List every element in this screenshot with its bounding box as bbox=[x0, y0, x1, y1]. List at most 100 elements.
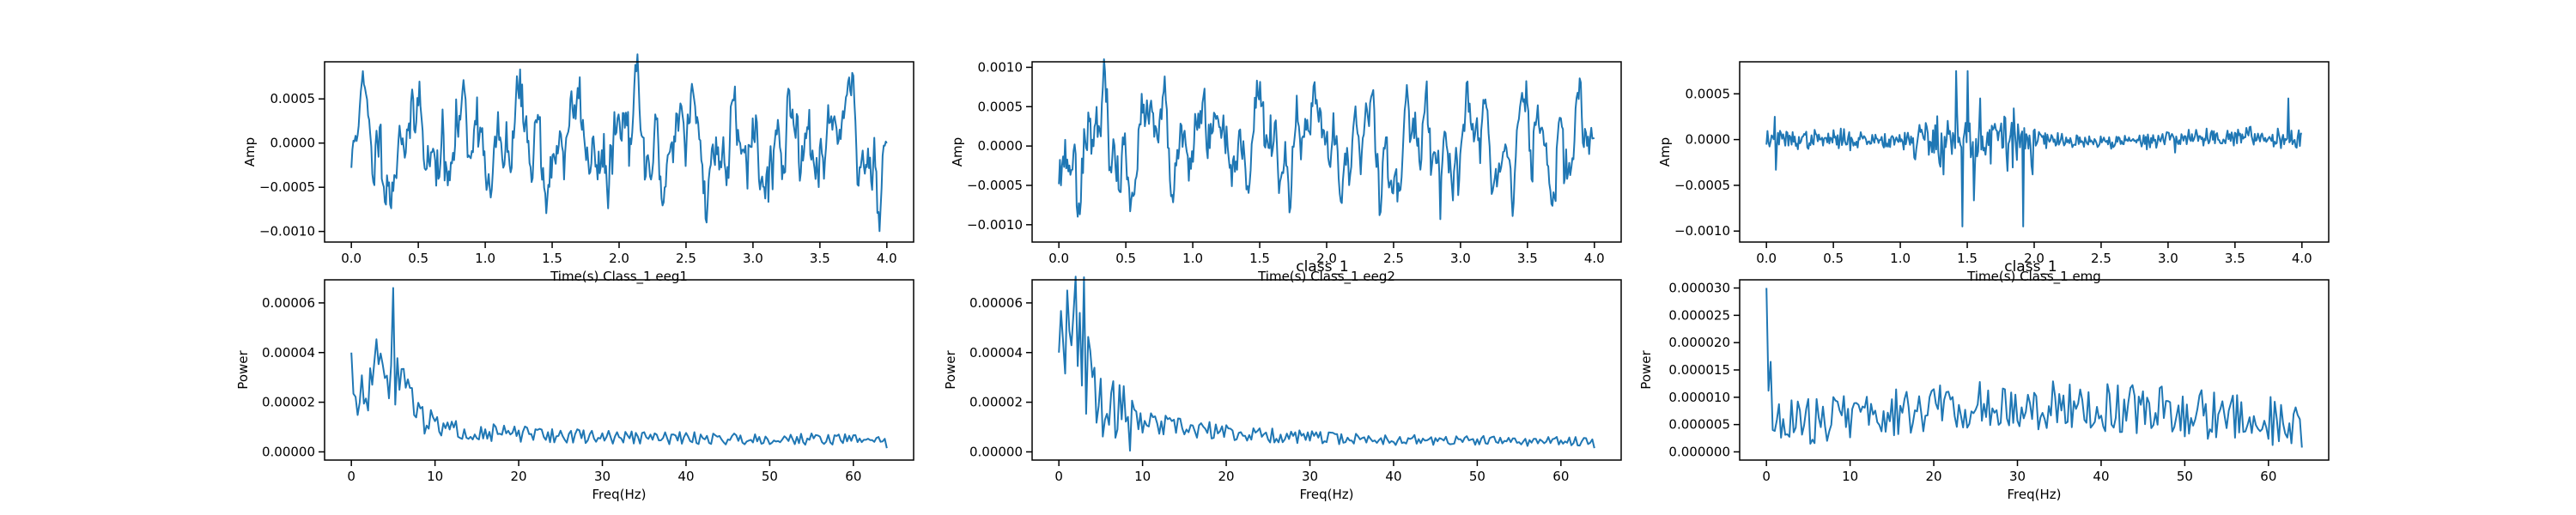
x-tick-label: 20 bbox=[1926, 469, 1942, 484]
subplot-6: 0 10 20 30 40 50 60 0.000000 0.000005 0.000010 0.0… bbox=[1638, 279, 2330, 502]
y-tick-label: 0.00006 bbox=[969, 295, 1023, 311]
y-tick-label: 0.00006 bbox=[262, 295, 315, 311]
x-tick-label: 30 bbox=[2009, 469, 2026, 484]
y-tick-label: 0.00002 bbox=[262, 395, 315, 410]
x-tick-label: 40 bbox=[1385, 469, 1401, 484]
y-tick-label: −0.0010 bbox=[1674, 223, 1730, 239]
subplot-2: 0.0 0.5 1.0 1.5 2.0 2.5 3.0 3.5 4.0 −0.0010 −0.000… bbox=[950, 58, 1622, 285]
x-tick-label: 60 bbox=[2260, 469, 2276, 484]
x-tick-label: 10 bbox=[1842, 469, 1858, 484]
x-tick-label: 4.0 bbox=[877, 251, 897, 266]
y-tick-label: −0.0010 bbox=[259, 224, 315, 239]
y-tick-label: −0.0010 bbox=[967, 217, 1023, 233]
x-tick-label: 40 bbox=[2093, 469, 2109, 484]
x-tick-label: 1.0 bbox=[1890, 251, 1911, 266]
axes-frame bbox=[324, 279, 914, 461]
x-tick-label: 4.0 bbox=[2292, 251, 2312, 266]
series-line bbox=[1765, 70, 2302, 227]
y-tick-label: 0.0000 bbox=[270, 136, 316, 151]
x-tick-label: 20 bbox=[511, 469, 527, 484]
y-axis-label: Power bbox=[943, 349, 958, 389]
y-tick-label: 0.00000 bbox=[969, 444, 1023, 459]
x-tick-label: 0.5 bbox=[408, 251, 428, 266]
x-tick-label: 3.5 bbox=[2225, 251, 2245, 266]
series-line bbox=[350, 287, 888, 449]
y-tick-label: −0.0005 bbox=[1674, 178, 1730, 193]
x-tick-label: 1.0 bbox=[1182, 251, 1203, 266]
x-tick-label: 50 bbox=[2177, 469, 2193, 484]
y-tick-label: 0.0010 bbox=[978, 59, 1024, 75]
y-tick-label: 0.000000 bbox=[1668, 444, 1730, 459]
y-tick-label: −0.0005 bbox=[259, 179, 315, 195]
x-tick-label: 0.5 bbox=[1823, 251, 1844, 266]
y-tick-label: 0.000025 bbox=[1668, 307, 1730, 323]
x-tick-label: 2.5 bbox=[1383, 251, 1404, 266]
x-tick-label: 0.5 bbox=[1115, 251, 1136, 266]
x-tick-label: 1.5 bbox=[542, 251, 562, 266]
x-tick-label: 20 bbox=[1218, 469, 1235, 484]
y-tick-label: 0.000020 bbox=[1668, 335, 1730, 350]
x-tick-label: 60 bbox=[1552, 469, 1569, 484]
x-axis-label: Time(s) Class_1 eeg2 bbox=[1257, 269, 1395, 285]
x-tick-label: 3.0 bbox=[743, 251, 763, 266]
x-tick-label: 0.0 bbox=[1756, 251, 1777, 266]
x-tick-label: 40 bbox=[677, 469, 694, 484]
x-tick-label: 50 bbox=[1469, 469, 1485, 484]
subplot-panels: 0.0 0.5 1.0 1.5 2.0 2.5 3.0 3.5 4.0 −0.0010 −0.000… bbox=[235, 53, 2330, 502]
x-tick-label: 3.0 bbox=[1450, 251, 1471, 266]
x-tick-label: 4.0 bbox=[1584, 251, 1605, 266]
subplot-3: 0.0 0.5 1.0 1.5 2.0 2.5 3.0 3.5 4.0 −0.0010 −0.000… bbox=[1657, 61, 2330, 285]
y-tick-label: −0.0005 bbox=[967, 178, 1023, 193]
x-tick-label: 0 bbox=[1762, 469, 1771, 484]
y-axis-label: Amp bbox=[242, 137, 258, 167]
x-tick-label: 1.5 bbox=[1249, 251, 1270, 266]
x-tick-label: 2.0 bbox=[2024, 251, 2044, 266]
y-tick-label: 0.00002 bbox=[969, 395, 1023, 410]
x-tick-label: 30 bbox=[1302, 469, 1318, 484]
series-line bbox=[1765, 288, 2303, 448]
series-line bbox=[1058, 276, 1595, 452]
y-tick-label: 0.000015 bbox=[1668, 362, 1730, 378]
x-tick-label: 3.5 bbox=[810, 251, 830, 266]
y-tick-label: 0.000005 bbox=[1668, 417, 1730, 433]
y-tick-label: 0.00000 bbox=[262, 444, 315, 459]
y-axis-label: Amp bbox=[1657, 137, 1673, 167]
axes-frame bbox=[1031, 279, 1622, 461]
x-axis-label: Time(s) Class_1 emg bbox=[1966, 269, 2101, 285]
x-tick-label: 0.0 bbox=[341, 251, 361, 266]
y-tick-label: 0.000010 bbox=[1668, 390, 1730, 405]
y-axis-label: Power bbox=[1638, 349, 1654, 389]
x-tick-label: 30 bbox=[594, 469, 611, 484]
x-tick-label: 2.5 bbox=[2091, 251, 2111, 266]
y-tick-label: 0.000030 bbox=[1668, 281, 1730, 296]
x-tick-label: 10 bbox=[1134, 469, 1151, 484]
x-tick-label: 0.0 bbox=[1048, 251, 1069, 266]
x-tick-label: 1.0 bbox=[475, 251, 495, 266]
y-tick-label: 0.0005 bbox=[270, 91, 316, 106]
x-axis-label: Freq(Hz) bbox=[592, 487, 647, 502]
x-tick-label: 50 bbox=[762, 469, 778, 484]
series-line bbox=[1058, 58, 1595, 221]
y-tick-label: 0.0000 bbox=[978, 138, 1024, 154]
subplot-1: 0.0 0.5 1.0 1.5 2.0 2.5 3.0 3.5 4.0 −0.0010 −0.000… bbox=[242, 53, 914, 285]
x-tick-label: 60 bbox=[845, 469, 861, 484]
x-tick-label: 10 bbox=[427, 469, 443, 484]
figure-title-center: class_1 bbox=[1296, 258, 1349, 276]
y-tick-label: 0.0000 bbox=[1686, 132, 1731, 148]
y-axis-label: Power bbox=[235, 349, 251, 389]
y-axis-label: Amp bbox=[950, 137, 965, 167]
figure-title-right: class_1 bbox=[2004, 258, 2057, 276]
subplot-4: 0 10 20 30 40 50 60 0.00000 0.00002 0.00004 0.0000… bbox=[235, 279, 914, 502]
y-tick-label: 0.0005 bbox=[1686, 86, 1731, 101]
x-axis-label: Time(s) Class_1 eeg1 bbox=[550, 269, 688, 285]
x-tick-label: 1.5 bbox=[1957, 251, 1978, 266]
x-tick-label: 2.0 bbox=[1316, 251, 1337, 266]
x-tick-label: 2.5 bbox=[676, 251, 696, 266]
x-tick-label: 0 bbox=[1054, 469, 1063, 484]
series-line bbox=[350, 53, 888, 233]
y-tick-label: 0.00004 bbox=[969, 345, 1023, 360]
x-axis-label: Freq(Hz) bbox=[2008, 487, 2062, 502]
x-tick-label: 3.5 bbox=[1517, 251, 1538, 266]
x-tick-label: 2.0 bbox=[609, 251, 629, 266]
